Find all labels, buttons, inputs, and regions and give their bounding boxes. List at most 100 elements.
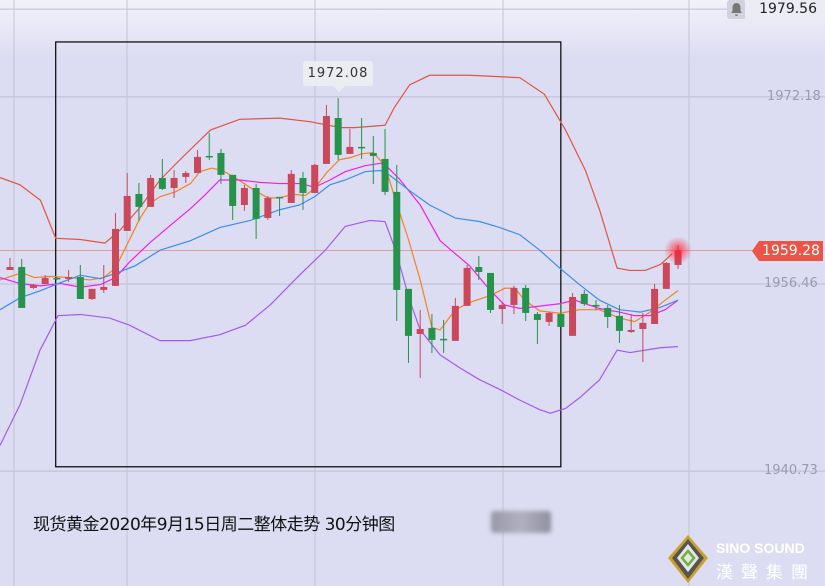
candle [135, 182, 143, 221]
candle [322, 104, 330, 164]
candle-body [41, 277, 49, 284]
highlight-box [55, 41, 562, 468]
candle-body [322, 115, 330, 164]
candle [533, 311, 541, 344]
candle-body [147, 177, 155, 207]
candle-body [615, 315, 623, 331]
lower_band-line [0, 219, 679, 446]
candle-body [194, 156, 202, 173]
candle-body [592, 304, 600, 307]
candle-body [170, 177, 178, 188]
candle-body [545, 312, 553, 322]
candle-body [440, 338, 448, 341]
candle [615, 304, 623, 343]
candle [440, 319, 448, 353]
candle-body [76, 276, 84, 299]
candle [428, 313, 436, 353]
candle [264, 195, 272, 220]
live-price-glow [664, 236, 693, 265]
candle [76, 264, 84, 299]
candle [334, 98, 342, 160]
candle [346, 128, 354, 154]
candle [522, 284, 530, 321]
candle-body [533, 313, 541, 320]
candle-body [522, 287, 530, 313]
candle-body [557, 313, 565, 327]
candle [53, 276, 61, 280]
candle [498, 301, 506, 324]
candle [41, 274, 49, 284]
candle [65, 269, 73, 282]
candle-body [334, 117, 342, 155]
candle-body [381, 158, 389, 192]
sino-sound-logo-icon [668, 535, 708, 583]
candle-body [569, 296, 577, 336]
candle [299, 171, 307, 210]
candle [252, 183, 260, 239]
candle [240, 184, 248, 211]
candle [580, 289, 588, 306]
ma5-line [0, 151, 679, 331]
candle [358, 117, 366, 159]
candle [123, 172, 131, 231]
candle-body [123, 195, 131, 231]
candle-body [88, 288, 96, 299]
y-tick-label: 1956.46 [764, 276, 818, 291]
candle [158, 158, 166, 190]
candle-body [217, 152, 225, 175]
candle-body [135, 193, 143, 207]
candle-body [510, 287, 518, 305]
chart-caption: 现货黄金2020年9月15日周二整体走势 30分钟图 [33, 515, 395, 535]
candle [29, 284, 37, 289]
candle-body [580, 293, 588, 304]
y-tick-label: 1972.18 [767, 89, 821, 104]
candle-body [639, 322, 647, 329]
candle [404, 288, 412, 363]
candle [381, 128, 389, 195]
candle-body [428, 327, 436, 340]
candle [6, 257, 14, 270]
candle [627, 313, 635, 333]
candle [170, 169, 178, 198]
candle [182, 170, 190, 183]
blurred-watermark [491, 511, 551, 533]
candle [311, 163, 319, 193]
candle-body [404, 288, 412, 336]
high-price-tooltip: 1972.08 [303, 61, 373, 92]
candle-body [252, 187, 260, 219]
candle-body [651, 288, 659, 324]
candle [604, 304, 612, 328]
candle [557, 303, 565, 327]
candle-body [463, 267, 471, 306]
candle [18, 258, 26, 308]
candle [205, 132, 213, 160]
y-tick-label: 1940.73 [764, 463, 818, 478]
candle [475, 255, 483, 280]
candle [639, 312, 647, 362]
candle [147, 174, 155, 207]
candle-body [29, 284, 37, 288]
candle [592, 299, 600, 310]
candle [416, 309, 424, 378]
candle [463, 264, 471, 306]
candle-body [299, 177, 307, 193]
candle [217, 148, 225, 184]
candle-body [229, 174, 237, 206]
logo-name-cn: 漢聲集團 [716, 563, 816, 583]
candle [487, 272, 495, 313]
bell-icon[interactable] [727, 0, 746, 19]
candle-body [358, 146, 366, 149]
candle [510, 285, 518, 314]
candle-body [498, 304, 506, 309]
candle-body [100, 286, 108, 290]
candle [229, 174, 237, 220]
top-price-label: 1979.56 [745, 0, 825, 19]
candle-body [311, 164, 319, 193]
candle-body [475, 266, 483, 272]
ma10-line [0, 162, 679, 317]
candle-body [416, 328, 424, 334]
current-price-tag: 1959.28 [752, 241, 823, 261]
candle-body [451, 305, 459, 341]
candle [662, 261, 670, 289]
